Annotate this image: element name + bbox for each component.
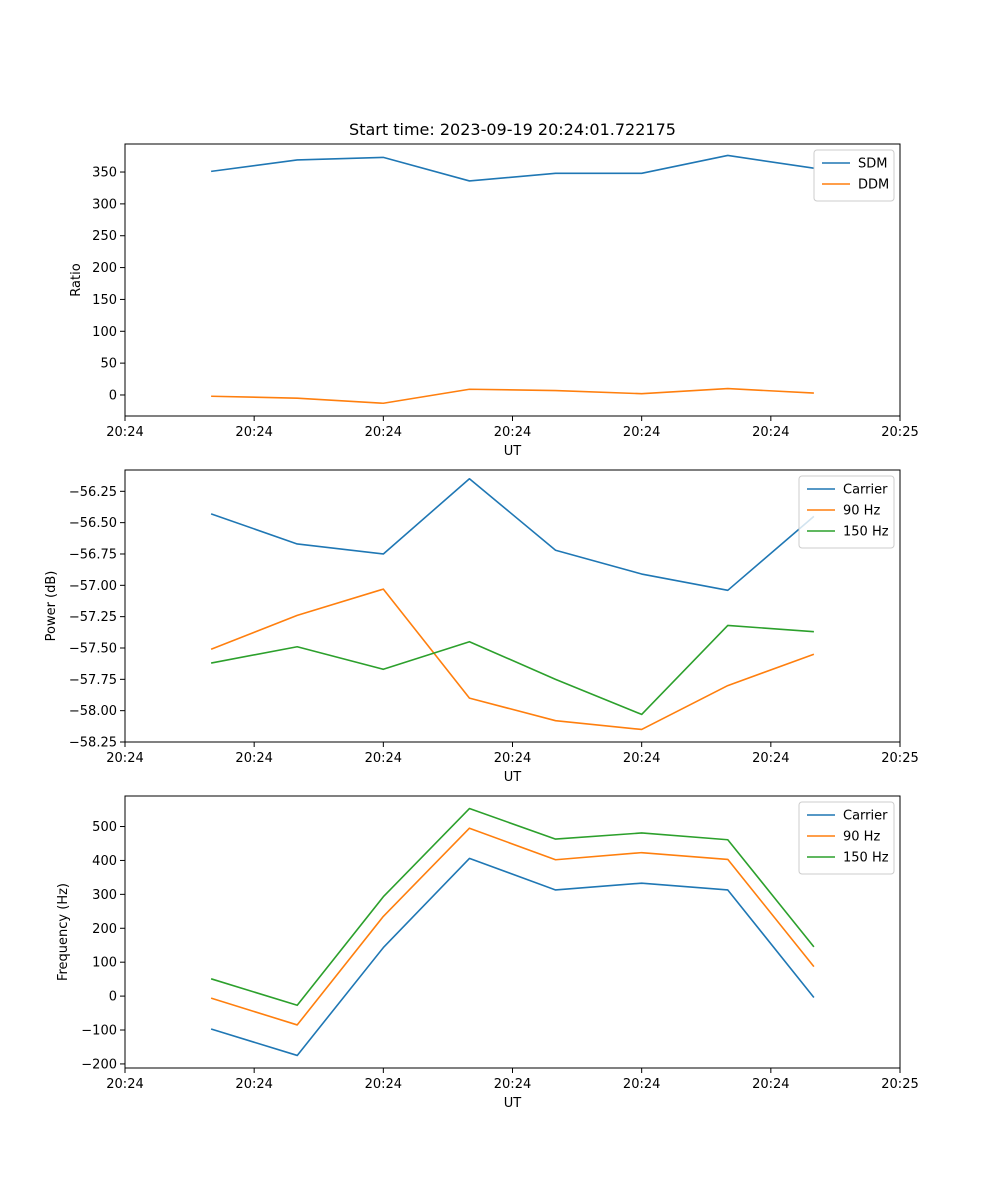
y-tick-label: 100 — [92, 956, 117, 971]
x-tick-label: 20:24 — [623, 1077, 660, 1092]
x-tick-label: 20:24 — [365, 751, 402, 766]
x-tick-label: 20:24 — [235, 425, 272, 440]
x-tick-label: 20:24 — [106, 425, 143, 440]
legend-box — [798, 801, 895, 875]
chart-title: Start time: 2023-09-19 20:24:01.722175 — [349, 120, 676, 139]
legend: SDM DDM — [813, 149, 895, 202]
y-tick-label: 200 — [92, 922, 117, 937]
series-line-150-hz — [210, 624, 814, 716]
legend-label: 150 Hz — [843, 851, 889, 866]
series-line-90-hz — [210, 588, 815, 731]
y-tick-label: −100 — [81, 1024, 117, 1039]
y-tick-label: −200 — [81, 1057, 117, 1072]
y-tick-label: 250 — [92, 229, 117, 244]
y-tick-label: 150 — [92, 293, 117, 308]
legend-box — [798, 475, 895, 549]
x-tick-label: 20:25 — [881, 1077, 918, 1092]
y-tick-label: −56.25 — [69, 485, 117, 500]
y-tick-label: −58.00 — [69, 704, 117, 719]
series-line-carrier — [210, 857, 815, 1057]
x-tick-label: 20:24 — [752, 751, 789, 766]
y-tick-label: −57.50 — [69, 641, 117, 656]
x-axis-label: UT — [504, 1096, 522, 1111]
legend-label: 150 Hz — [843, 525, 889, 540]
x-axis-label: UT — [504, 444, 522, 459]
x-tick-label: 20:24 — [752, 425, 789, 440]
x-tick-label: 20:24 — [752, 1077, 789, 1092]
axes-frame — [124, 795, 901, 1069]
x-tick-label: 20:24 — [365, 425, 402, 440]
y-tick-label: 400 — [92, 854, 117, 869]
x-tick-label: 20:24 — [365, 1077, 402, 1092]
y-axis-label: Ratio — [69, 263, 84, 296]
legend: Carrier 90 Hz 150 Hz — [798, 475, 895, 549]
y-tick-label: 0 — [109, 388, 117, 403]
series-line-90-hz — [210, 827, 815, 1026]
legend-label: SDM — [858, 157, 887, 172]
x-tick-label: 20:24 — [623, 751, 660, 766]
x-tick-label: 20:24 — [494, 1077, 531, 1092]
y-tick-label: 0 — [109, 990, 117, 1005]
axes-frame — [124, 469, 901, 743]
y-tick-label: −57.75 — [69, 673, 117, 688]
chart-panel-2: 20:24 20:24 20:24 20:24 20:24 20:24 20:25 −58.2… — [44, 469, 919, 785]
y-tick-label: −57.00 — [69, 579, 117, 594]
x-tick-label: 20:24 — [494, 425, 531, 440]
y-tick-label: −56.50 — [69, 516, 117, 531]
x-tick-label: 20:24 — [494, 751, 531, 766]
x-tick-label: 20:24 — [235, 1077, 272, 1092]
x-tick-label: 20:24 — [106, 1077, 143, 1092]
y-tick-label: 200 — [92, 261, 117, 276]
series-line-sdm — [211, 154, 815, 182]
y-tick-label: 300 — [92, 888, 117, 903]
y-tick-label: −58.25 — [69, 736, 117, 751]
axes-frame — [124, 143, 901, 417]
y-axis-label: Frequency (Hz) — [56, 883, 71, 981]
y-tick-label: 350 — [92, 166, 117, 181]
x-axis-label: UT — [504, 770, 522, 785]
y-axis-label: Power (dB) — [44, 571, 59, 642]
x-tick-label: 20:25 — [881, 751, 918, 766]
legend: Carrier 90 Hz 150 Hz — [798, 801, 895, 875]
x-tick-label: 20:24 — [235, 751, 272, 766]
legend-label: Carrier — [843, 809, 888, 824]
y-tick-label: −56.75 — [69, 547, 117, 562]
series-line-150-hz — [210, 807, 815, 1007]
series-line-carrier — [210, 477, 815, 592]
y-tick-label: 50 — [100, 357, 117, 372]
x-tick-label: 20:24 — [623, 425, 660, 440]
legend-label: 90 Hz — [843, 504, 880, 519]
legend-label: DDM — [858, 178, 889, 193]
series-line-ddm — [211, 387, 814, 405]
legend-label: 90 Hz — [843, 830, 880, 845]
x-tick-label: 20:24 — [106, 751, 143, 766]
chart-panel-1: 20:24 20:24 20:24 20:24 20:24 20:24 20:25 0 50 10… — [69, 120, 919, 459]
y-tick-label: 500 — [92, 820, 117, 835]
y-tick-label: 100 — [92, 325, 117, 340]
y-tick-label: −57.25 — [69, 610, 117, 625]
y-tick-label: 300 — [92, 197, 117, 212]
legend-label: Carrier — [843, 483, 888, 498]
x-tick-label: 20:25 — [881, 425, 918, 440]
chart-panel-3: 20:24 20:24 20:24 20:24 20:24 20:24 20:25 −200 −… — [56, 795, 919, 1111]
